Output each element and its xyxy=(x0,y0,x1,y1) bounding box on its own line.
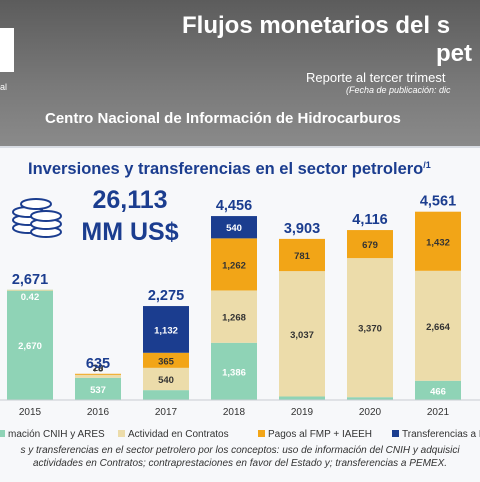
legend-swatch-0 xyxy=(0,430,5,437)
data-label-2015-1: 0.42 xyxy=(21,292,40,303)
legend-label-2: Pagos al FMP + IAEEH xyxy=(268,429,372,440)
total-label-2020: 4,116 xyxy=(352,212,388,228)
bar-segment-2018-3 xyxy=(211,216,257,239)
bar-segment-2016-2 xyxy=(75,373,121,375)
bar-segment-2020-0 xyxy=(347,397,393,400)
data-label-2018-3: 540 xyxy=(226,223,242,234)
x-tick-label-2021: 2021 xyxy=(427,407,450,418)
legend: mación CNIH y ARES Actividad en Contratos… xyxy=(0,429,480,440)
chart-title-superscript: /1 xyxy=(423,160,431,170)
report-title-line-1: Flujos monetarios del s xyxy=(182,12,451,39)
data-label-2020-2: 679 xyxy=(362,240,378,251)
bar-segment-2016-1 xyxy=(75,374,121,378)
data-label-2020-1: 3,370 xyxy=(358,324,382,335)
data-label-2017-3: 1,132 xyxy=(154,325,178,336)
bar-segment-2015-1 xyxy=(7,289,53,291)
bar-segment-2019-2 xyxy=(279,238,325,272)
legend-label-0: mación CNIH y ARES xyxy=(8,429,105,440)
bar-segment-2021-1 xyxy=(415,270,461,381)
data-label-2019-2: 781 xyxy=(294,251,311,262)
bar-segment-2020-2 xyxy=(347,230,393,259)
x-tick-label-2019: 2019 xyxy=(291,407,314,418)
logo-text: al xyxy=(0,82,8,92)
total-label-2018: 4,456 xyxy=(216,198,252,214)
x-tick-label-2017: 2017 xyxy=(155,407,178,418)
x-tick-label-2018: 2018 xyxy=(223,407,246,418)
bars-layer: 2,6700.422,67120155377820635201623954036… xyxy=(7,194,461,418)
bar-segment-2018-1 xyxy=(211,290,257,343)
bar-segment-2020-1 xyxy=(347,258,393,398)
total-label-2021: 4,561 xyxy=(420,194,456,210)
bar-segment-2015-0 xyxy=(7,289,53,400)
data-label-2021-1: 2,664 xyxy=(426,322,450,333)
footnote-line-2: actividades en Contratos; contraprestaci… xyxy=(32,458,448,469)
data-label-2016-0: 537 xyxy=(90,385,106,396)
data-label-2016-1: 78 xyxy=(93,364,104,375)
data-label-2017-1: 540 xyxy=(158,375,174,386)
bar-segment-2021-2 xyxy=(415,211,461,271)
headline-unit: MM US$ xyxy=(81,218,178,246)
bar-segment-2018-2 xyxy=(211,238,257,291)
total-label-2015: 2,671 xyxy=(12,272,48,288)
cnih-logo xyxy=(0,28,14,72)
data-label-2018-2: 1,262 xyxy=(222,260,246,271)
legend-swatch-1 xyxy=(118,430,125,437)
legend-swatch-3 xyxy=(392,430,399,437)
bar-segment-2019-1 xyxy=(279,271,325,397)
report-title-line-2: pet xyxy=(436,40,472,67)
bar-segment-2017-3 xyxy=(143,306,189,353)
x-tick-label-2015: 2015 xyxy=(19,407,42,418)
data-label-2017-2: 365 xyxy=(158,356,175,367)
chart-footnote: s y transferencias en el sector petroler… xyxy=(0,444,480,470)
total-label-2017: 2,275 xyxy=(148,288,184,304)
total-label-2019: 3,903 xyxy=(284,221,320,237)
bar-segment-2021-0 xyxy=(415,380,461,400)
publication-date: (Fecha de publicación: dic xyxy=(346,85,451,95)
stacked-bar-chart: Inversiones y transferencias en el secto… xyxy=(0,160,480,440)
legend-label-1: Actividad en Contratos xyxy=(128,429,229,440)
data-label-2021-0: 466 xyxy=(430,386,446,397)
data-label-2015-0: 2,670 xyxy=(18,341,42,352)
bar-segment-2017-0 xyxy=(143,390,189,400)
x-tick-label-2020: 2020 xyxy=(359,407,382,418)
legend-label-3: Transferencias a Pe xyxy=(402,429,480,440)
footnote-line-1: s y transferencias en el sector petroler… xyxy=(20,445,460,456)
report-header: al Flujos monetarios del s pet Reporte a… xyxy=(0,0,480,146)
bar-segment-2019-0 xyxy=(279,396,325,400)
bar-segment-2017-1 xyxy=(143,367,189,391)
legend-swatch-2 xyxy=(258,430,265,437)
coin-stack-icon xyxy=(12,198,62,238)
headline-value: 26,113 xyxy=(92,186,167,214)
bar-segment-2016-0 xyxy=(75,377,121,400)
data-label-2018-0: 1,386 xyxy=(222,367,246,378)
total-label-2016: 635 xyxy=(86,356,110,372)
data-label-2019-1: 3,037 xyxy=(290,330,314,341)
x-tick-label-2016: 2016 xyxy=(87,407,110,418)
bar-segment-2017-2 xyxy=(143,352,189,368)
organization-name: Centro Nacional de Información de Hidroc… xyxy=(45,110,401,127)
data-label-2021-2: 1,432 xyxy=(426,237,450,248)
chart-title-text: Inversiones y transferencias en el secto… xyxy=(28,160,423,178)
chart-title: Inversiones y transferencias en el secto… xyxy=(28,160,431,178)
report-period: Reporte al tercer trimest xyxy=(306,70,446,85)
bar-segment-2018-0 xyxy=(211,342,257,400)
data-label-2018-1: 1,268 xyxy=(222,313,246,324)
data-label-2016-2: 20 xyxy=(93,363,104,374)
